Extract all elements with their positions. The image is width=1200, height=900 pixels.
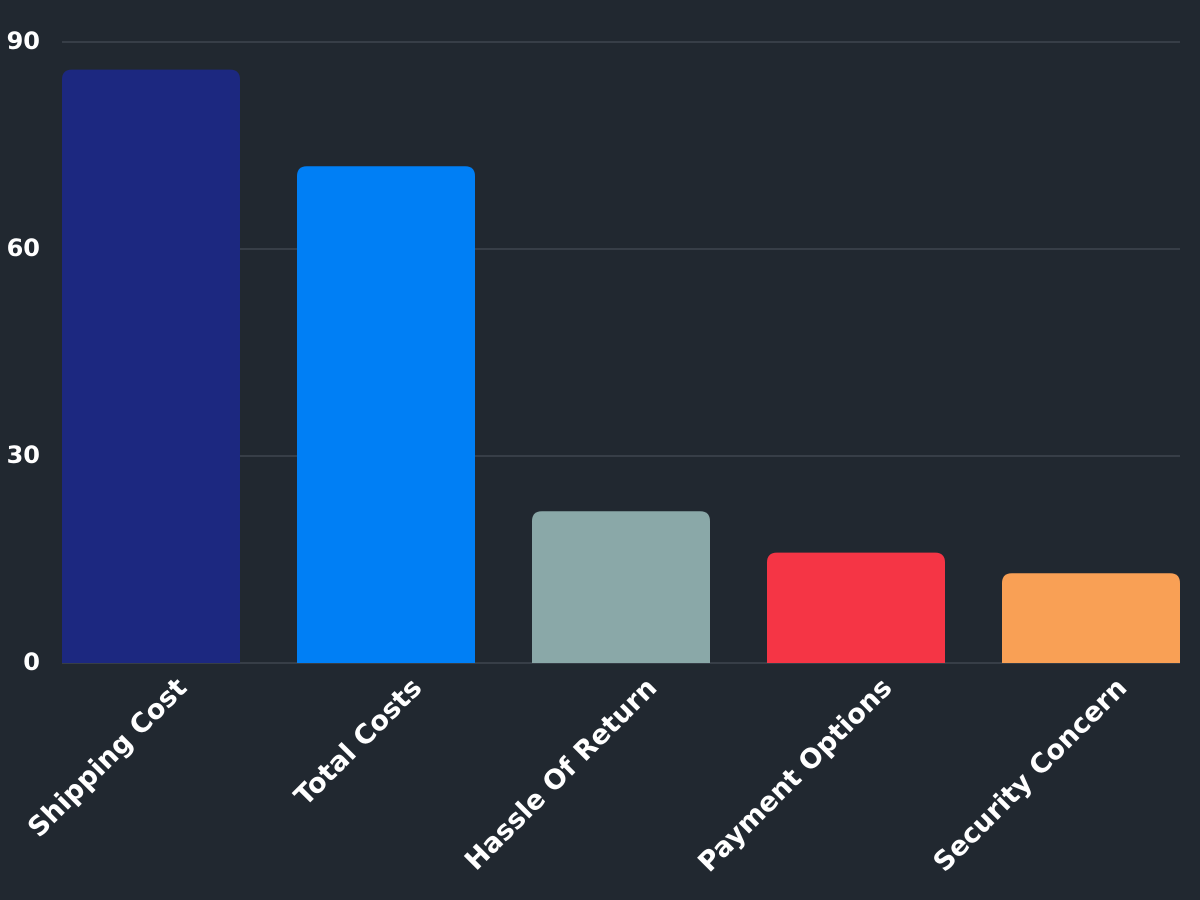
y-tick-label: 30 [7,441,40,469]
bar [62,69,240,664]
bar [1002,573,1180,663]
bar [532,511,710,663]
y-tick-label: 60 [7,234,40,262]
y-tick-label: 0 [23,648,40,676]
bar [767,552,945,663]
bar [297,166,475,663]
y-tick-label: 90 [7,27,40,55]
x-tick-label: Total Costs [289,672,429,812]
x-tick-label: Payment Options [692,672,898,878]
x-tick-label: Hassle Of Return [459,672,663,876]
x-tick-label: Shipping Cost [22,672,193,843]
x-tick-label: Security Concern [928,672,1134,878]
